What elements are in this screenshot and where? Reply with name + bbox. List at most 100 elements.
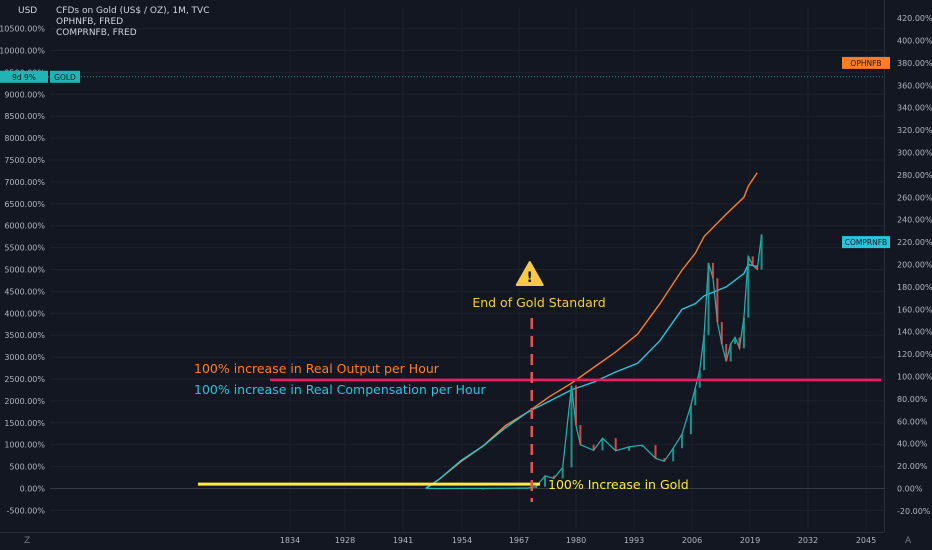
gold-candle: [707, 262, 710, 336]
gold-candle: [760, 234, 763, 270]
left-axis-tick-label: 3500.00%: [4, 331, 45, 340]
series-tag-comprnfb: [842, 236, 890, 249]
series-title-gold[interactable]: CFDs on Gold (US$ / OZ), 1M, TVC: [56, 6, 210, 16]
gold-name-tag: [50, 70, 80, 83]
gold-candle: [725, 343, 728, 362]
gold-candle: [694, 387, 697, 406]
series-title-comprnfb[interactable]: COMPRNFB, FRED: [56, 28, 137, 38]
left-axis-tick-label: 4500.00%: [4, 287, 45, 296]
left-axis-tick-label: 4000.00%: [4, 309, 45, 318]
gold-candle: [592, 444, 595, 451]
gold-candle: [552, 475, 555, 479]
gold-name-tag-label: GOLD: [54, 73, 76, 82]
left-axis-tick-label: 7500.00%: [4, 156, 45, 165]
left-axis-tick-label: 1000.00%: [4, 441, 45, 450]
gold-candle: [561, 467, 564, 479]
x-axis-tick-label: 2019: [740, 536, 760, 545]
right-axis-tick-label: 100.00%: [897, 373, 932, 382]
warning-icon-mark: !: [527, 270, 533, 286]
gold-candle: [751, 256, 754, 266]
gold-candle: [570, 385, 573, 468]
series-tag-label: COMPRNFB: [845, 238, 887, 247]
gold-candle: [711, 262, 714, 279]
left-axis-tick-label: 2500.00%: [4, 375, 45, 384]
right-axis-tick-label: 240.00%: [897, 216, 932, 225]
x-axis-tick-label: 1980: [566, 536, 586, 545]
left-axis-tick-label: -500.00%: [7, 506, 46, 515]
left-axis-tick-label: 6500.00%: [4, 200, 45, 209]
right-axis-tick-label: 420.00%: [897, 14, 932, 23]
left-axis-tick-label: 8500.00%: [4, 112, 45, 121]
left-axis-tick-label: 9000.00%: [4, 90, 45, 99]
x-axis-tick-label: 1941: [393, 536, 413, 545]
left-axis-tick-label: 6000.00%: [4, 222, 45, 231]
zoom-icon[interactable]: Z: [24, 536, 31, 546]
currency-label[interactable]: USD: [16, 6, 40, 16]
right-axis-tick-label: 360.00%: [897, 81, 932, 90]
annotation-output: 100% increase in Real Output per Hour: [194, 361, 440, 376]
right-axis-tick-label: 140.00%: [897, 328, 932, 337]
gold-candle: [747, 256, 750, 318]
right-axis-tick-label: 320.00%: [897, 126, 932, 135]
gold-candle: [654, 445, 657, 459]
gold-candle: [720, 322, 723, 344]
gold-candle: [742, 317, 745, 349]
left-axis-tick-label: 500.00%: [9, 463, 45, 472]
right-axis-tick-label: 60.00%: [897, 417, 928, 426]
x-axis-tick-label: 2032: [798, 536, 818, 545]
left-axis-tick-label: 8000.00%: [4, 134, 45, 143]
right-axis-tick-label: 80.00%: [897, 395, 928, 404]
series-tag-label: OPHNFB: [850, 59, 881, 68]
right-axis-tick-label: 340.00%: [897, 104, 932, 113]
left-axis-tick-label: 7000.00%: [4, 178, 45, 187]
gold-candle: [672, 448, 675, 462]
right-axis-tick-label: 160.00%: [897, 305, 932, 314]
warning-icon: [515, 261, 544, 286]
right-axis-tick-label: 40.00%: [897, 440, 928, 449]
x-axis-tick-label: 2045: [856, 536, 876, 545]
plot-area: [425, 172, 763, 490]
series-line-comprnfb: [425, 263, 758, 490]
chart-grid: [0, 8, 884, 530]
series-title-ophnfb[interactable]: OPHNFB, FRED: [56, 17, 124, 27]
gold-candle: [729, 343, 732, 362]
gold-candle: [517, 488, 520, 490]
x-axis-tick-label: 1954: [452, 536, 472, 545]
left-axis-tick-label: 0.00%: [20, 485, 46, 494]
annotation-compensation: 100% increase in Real Compensation per H…: [194, 382, 487, 397]
gold-price-tag: [0, 70, 48, 83]
gold-candle: [703, 335, 706, 371]
left-axis-tick-label: 5500.00%: [4, 244, 45, 253]
gold-candle: [614, 438, 617, 451]
left-axis-tick-label: 1500.00%: [4, 419, 45, 428]
annotation-gold: 100% Increase in Gold: [548, 477, 689, 492]
right-axis-tick-label: 400.00%: [897, 37, 932, 46]
right-axis-tick-label: 120.00%: [897, 350, 932, 359]
auto-scale-icon[interactable]: A: [905, 536, 912, 546]
x-axis-tick-label: 1928: [335, 536, 355, 545]
annotations: ! End of Gold Standard 100% increase in Re…: [194, 261, 881, 502]
gold-candle: [544, 475, 546, 487]
annotation-gold-standard: End of Gold Standard: [472, 295, 605, 310]
x-axis-tick-label: 2006: [682, 536, 702, 545]
right-axis-tick-label: 300.00%: [897, 149, 932, 158]
right-axis-tick-label: 0.00%: [897, 485, 923, 494]
gold-price-tag-label: 9d 9%: [12, 73, 36, 82]
gold-candle: [689, 405, 692, 435]
gold-candle: [627, 446, 630, 451]
x-axis-tick-label: 1993: [624, 536, 644, 545]
right-axis-tick-label: 200.00%: [897, 261, 932, 270]
gold-candle: [579, 424, 582, 445]
gold-candle: [734, 337, 737, 344]
right-axis-tick-label: 180.00%: [897, 283, 932, 292]
gold-candle: [601, 438, 604, 451]
gold-candle: [681, 434, 684, 449]
x-axis-tick-label: 1967: [509, 536, 529, 545]
gold-candle: [738, 337, 741, 349]
gold-candle: [535, 486, 538, 489]
left-axis-tick-label: 10000.00%: [0, 47, 45, 56]
right-axis-tick-label: 220.00%: [897, 238, 932, 247]
right-axis-tick-label: 260.00%: [897, 193, 932, 202]
